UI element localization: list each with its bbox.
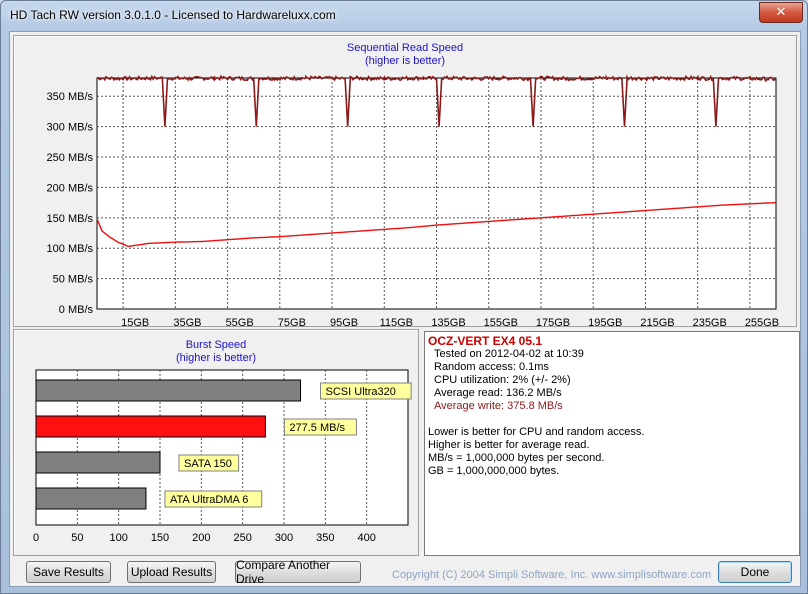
y-tick-label: 300 MB/s bbox=[47, 122, 94, 134]
burst-chart-panel: Burst Speed (higher is better) 0 50 100 150… bbox=[13, 329, 419, 556]
note-higher-better: Higher is better for average read. bbox=[428, 439, 590, 451]
sequential-read-chart: 0 MB/s 50 MB/s 100 MB/s 150 MB/s 200 MB/s 250… bbox=[47, 74, 779, 326]
burst-tick-label: 100 bbox=[109, 532, 127, 544]
cpu-utilization: CPU utilization: 2% (+/- 2%) bbox=[434, 374, 571, 386]
x-tick-label: 195GB bbox=[588, 317, 622, 326]
y-tick-label: 100 MB/s bbox=[47, 243, 94, 255]
burst-tick-label: 350 bbox=[316, 532, 334, 544]
tested-on: Tested on 2012-04-02 at 10:39 bbox=[434, 348, 584, 360]
note-lower-better: Lower is better for CPU and random acces… bbox=[428, 426, 645, 438]
x-tick-label: 255GB bbox=[745, 317, 779, 326]
x-tick-label: 235GB bbox=[693, 317, 727, 326]
burst-bar-label-box bbox=[164, 490, 263, 508]
random-access: Random access: 0.1ms bbox=[434, 361, 549, 373]
burst-tick-label: 200 bbox=[192, 532, 210, 544]
done-button[interactable]: Done bbox=[718, 561, 792, 583]
y-tick-label: 350 MB/s bbox=[47, 91, 94, 103]
results-info-panel: OCZ-VERT EX4 05.1 Tested on 2012-04-02 a… bbox=[424, 331, 800, 556]
burst-tick-label: 300 bbox=[275, 532, 293, 544]
y-tick-label: 250 MB/s bbox=[47, 152, 94, 164]
sequential-chart-panel: Sequential Read Speed (higher is better)… bbox=[13, 35, 797, 327]
x-tick-label: 175GB bbox=[536, 317, 570, 326]
y-tick-label: 150 MB/s bbox=[47, 213, 94, 225]
save-results-button[interactable]: Save Results bbox=[26, 561, 111, 583]
burst-bar-label: 277.5 MB/s bbox=[289, 422, 345, 434]
x-tick-label: 75GB bbox=[278, 317, 306, 326]
write-speed-line bbox=[96, 74, 777, 127]
burst-bar bbox=[35, 379, 302, 402]
burst-tick-label: 150 bbox=[151, 532, 169, 544]
burst-tick-label: 0 bbox=[33, 532, 39, 544]
burst-chart-title: Burst Speed bbox=[185, 339, 247, 351]
y-tick-label: 200 MB/s bbox=[47, 182, 94, 194]
burst-bar bbox=[35, 487, 147, 510]
y-tick-label: 0 MB/s bbox=[59, 304, 94, 316]
x-tick-label: 15GB bbox=[121, 317, 149, 326]
burst-bar-label: ATA UltraDMA 6 bbox=[170, 494, 248, 506]
x-tick-label: 115GB bbox=[380, 317, 413, 326]
window-title: HD Tach RW version 3.0.1.0 - Licensed to… bbox=[10, 8, 336, 22]
burst-tick-label: 400 bbox=[357, 532, 375, 544]
upload-results-button[interactable]: Upload Results bbox=[127, 561, 216, 583]
x-tick-label: 35GB bbox=[173, 317, 201, 326]
copyright-text: Copyright (C) 2004 Simpli Software, Inc.… bbox=[392, 569, 712, 581]
x-tick-label: 215GB bbox=[640, 317, 674, 326]
burst-bar-label: SATA 150 bbox=[184, 458, 232, 470]
read-speed-line bbox=[96, 201, 777, 248]
title-bar[interactable]: HD Tach RW version 3.0.1.0 - Licensed to… bbox=[1, 1, 807, 31]
x-tick-label: 55GB bbox=[226, 317, 254, 326]
note-gb-definition: GB = 1,000,000,000 bytes. bbox=[428, 465, 560, 477]
burst-tick-label: 50 bbox=[71, 532, 83, 544]
burst-tick-label: 250 bbox=[233, 532, 251, 544]
x-tick-label: 135GB bbox=[431, 317, 465, 326]
burst-bar-label: SCSI Ultra320 bbox=[326, 386, 396, 398]
burst-bar bbox=[35, 415, 266, 438]
note-mbs-definition: MB/s = 1,000,000 bytes per second. bbox=[428, 452, 605, 464]
burst-bar bbox=[35, 451, 161, 474]
compare-another-drive-button[interactable]: Compare Another Drive bbox=[235, 558, 361, 586]
average-write: Average write: 375.8 MB/s bbox=[434, 400, 563, 412]
average-read: Average read: 136.2 MB/s bbox=[434, 387, 562, 399]
burst-speed-chart: 0 50 100 150 200 250 300 350 400 SCSI Ultra320 277… bbox=[33, 369, 412, 544]
x-tick-label: 95GB bbox=[330, 317, 358, 326]
seq-chart-subtitle: (higher is better) bbox=[364, 55, 446, 67]
seq-chart-title: Sequential Read Speed bbox=[346, 42, 464, 54]
burst-bar-label-box bbox=[320, 382, 412, 400]
drive-name: OCZ-VERT EX4 05.1 bbox=[428, 334, 543, 348]
burst-chart-subtitle: (higher is better) bbox=[175, 352, 257, 364]
burst-bar-label-box bbox=[283, 418, 357, 436]
close-button[interactable]: ✕ bbox=[759, 2, 803, 23]
close-icon: ✕ bbox=[775, 5, 787, 20]
burst-bar-label-box bbox=[178, 454, 240, 472]
client-area: Sequential Read Speed (higher is better)… bbox=[9, 31, 801, 587]
x-tick-label: 155GB bbox=[484, 317, 518, 326]
y-tick-label: 50 MB/s bbox=[53, 274, 94, 286]
